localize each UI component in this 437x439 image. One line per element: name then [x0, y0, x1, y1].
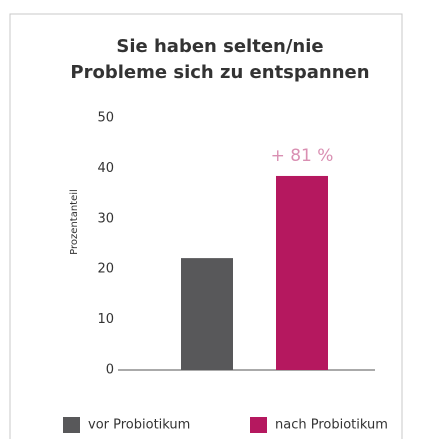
legend-swatch [63, 417, 80, 433]
bar [181, 258, 233, 370]
chart-title: Sie haben selten/nie [116, 36, 323, 57]
y-axis-label: Prozentanteil [69, 189, 80, 255]
chart-title: Probleme sich zu entspannen [70, 62, 369, 83]
y-tick-label: 40 [97, 161, 114, 176]
y-tick-label: 10 [97, 312, 114, 327]
y-tick-label: 30 [97, 211, 114, 226]
legend-label: vor Probiotikum [88, 418, 190, 433]
legend-swatch [250, 417, 267, 433]
y-tick-label: 50 [97, 111, 114, 126]
y-tick-label: 0 [106, 363, 114, 378]
y-tick-label: 20 [97, 262, 114, 277]
legend-label: nach Probiotikum [275, 418, 388, 433]
frame [9, 13, 403, 439]
annotation: + 81 % [271, 146, 334, 166]
bar [276, 175, 328, 370]
